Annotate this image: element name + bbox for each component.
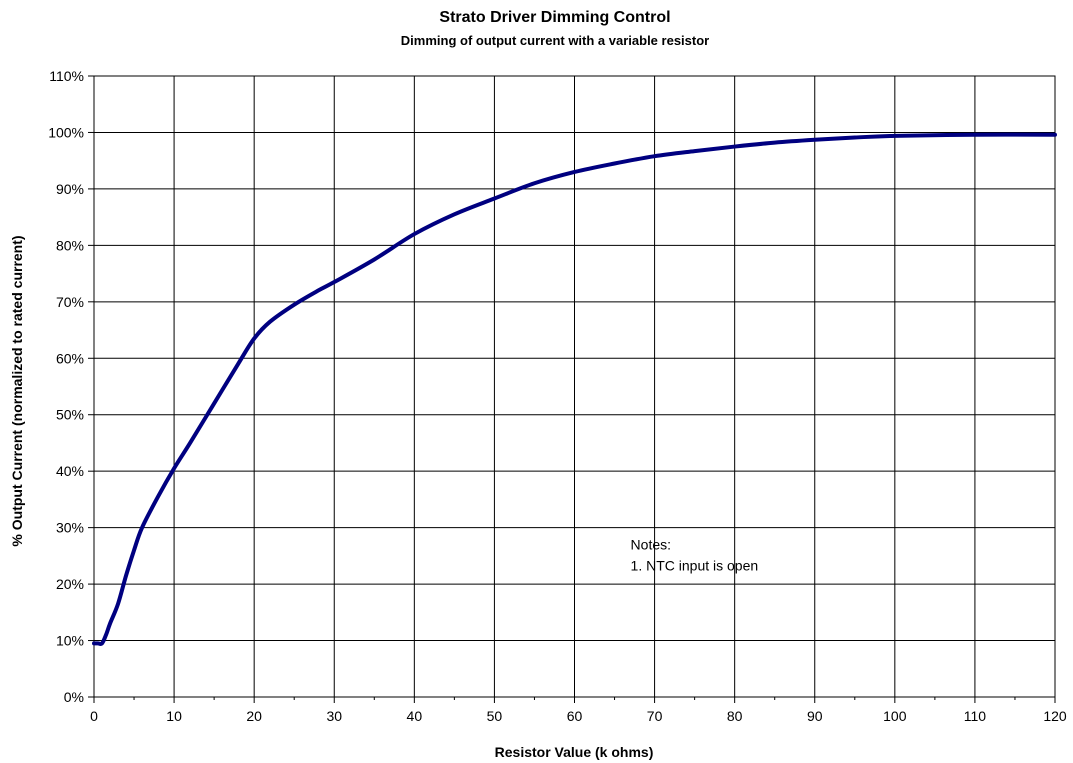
x-tick-label: 70 (647, 708, 663, 724)
y-tick-label: 100% (48, 124, 84, 140)
x-tick-label: 20 (246, 708, 262, 724)
x-tick-label: 100 (883, 708, 907, 724)
y-axis-tick-labels: 0% 10% 20% 30% 40% 50% 60% 70% 80% 90% 100% 110% (48, 68, 84, 705)
y-tick-label: 50% (56, 407, 84, 423)
x-axis-tick-labels: 0 10 20 30 40 50 60 70 80 90 100 110 120 (90, 708, 1067, 724)
notes-heading: Notes: (631, 537, 671, 553)
gridlines (94, 76, 1055, 697)
y-tick-label: 40% (56, 463, 84, 479)
y-axis-title: % Output Current (normalized to rated cu… (9, 235, 25, 546)
x-tick-label: 60 (567, 708, 583, 724)
series-line-output-current (92, 132, 1057, 646)
y-tick-label: 60% (56, 350, 84, 366)
x-tick-label: 30 (326, 708, 342, 724)
y-tick-label: 30% (56, 520, 84, 536)
x-tick-label: 40 (407, 708, 423, 724)
y-tick-label: 80% (56, 237, 84, 253)
x-tick-label: 10 (166, 708, 182, 724)
x-axis-title: Resistor Value (k ohms) (495, 744, 654, 760)
y-tick-label: 110% (49, 68, 84, 84)
y-tick-label: 70% (56, 294, 84, 310)
x-tick-label: 80 (727, 708, 743, 724)
y-tick-label: 90% (56, 181, 84, 197)
y-tick-label: 10% (56, 633, 84, 649)
x-tick-label: 90 (807, 708, 823, 724)
notes-annotation: Notes: 1. NTC input is open (631, 537, 759, 574)
chart-subtitle: Dimming of output current with a variabl… (401, 33, 709, 48)
x-tick-label: 0 (90, 708, 98, 724)
y-tick-label: 0% (64, 689, 84, 705)
x-tick-label: 120 (1043, 708, 1067, 724)
y-tick-label: 20% (56, 576, 84, 592)
axis-ticks (88, 75, 1056, 703)
x-tick-label: 110 (964, 708, 987, 724)
x-tick-label: 50 (487, 708, 503, 724)
notes-item: 1. NTC input is open (631, 558, 759, 574)
chart-title: Strato Driver Dimming Control (439, 9, 670, 26)
